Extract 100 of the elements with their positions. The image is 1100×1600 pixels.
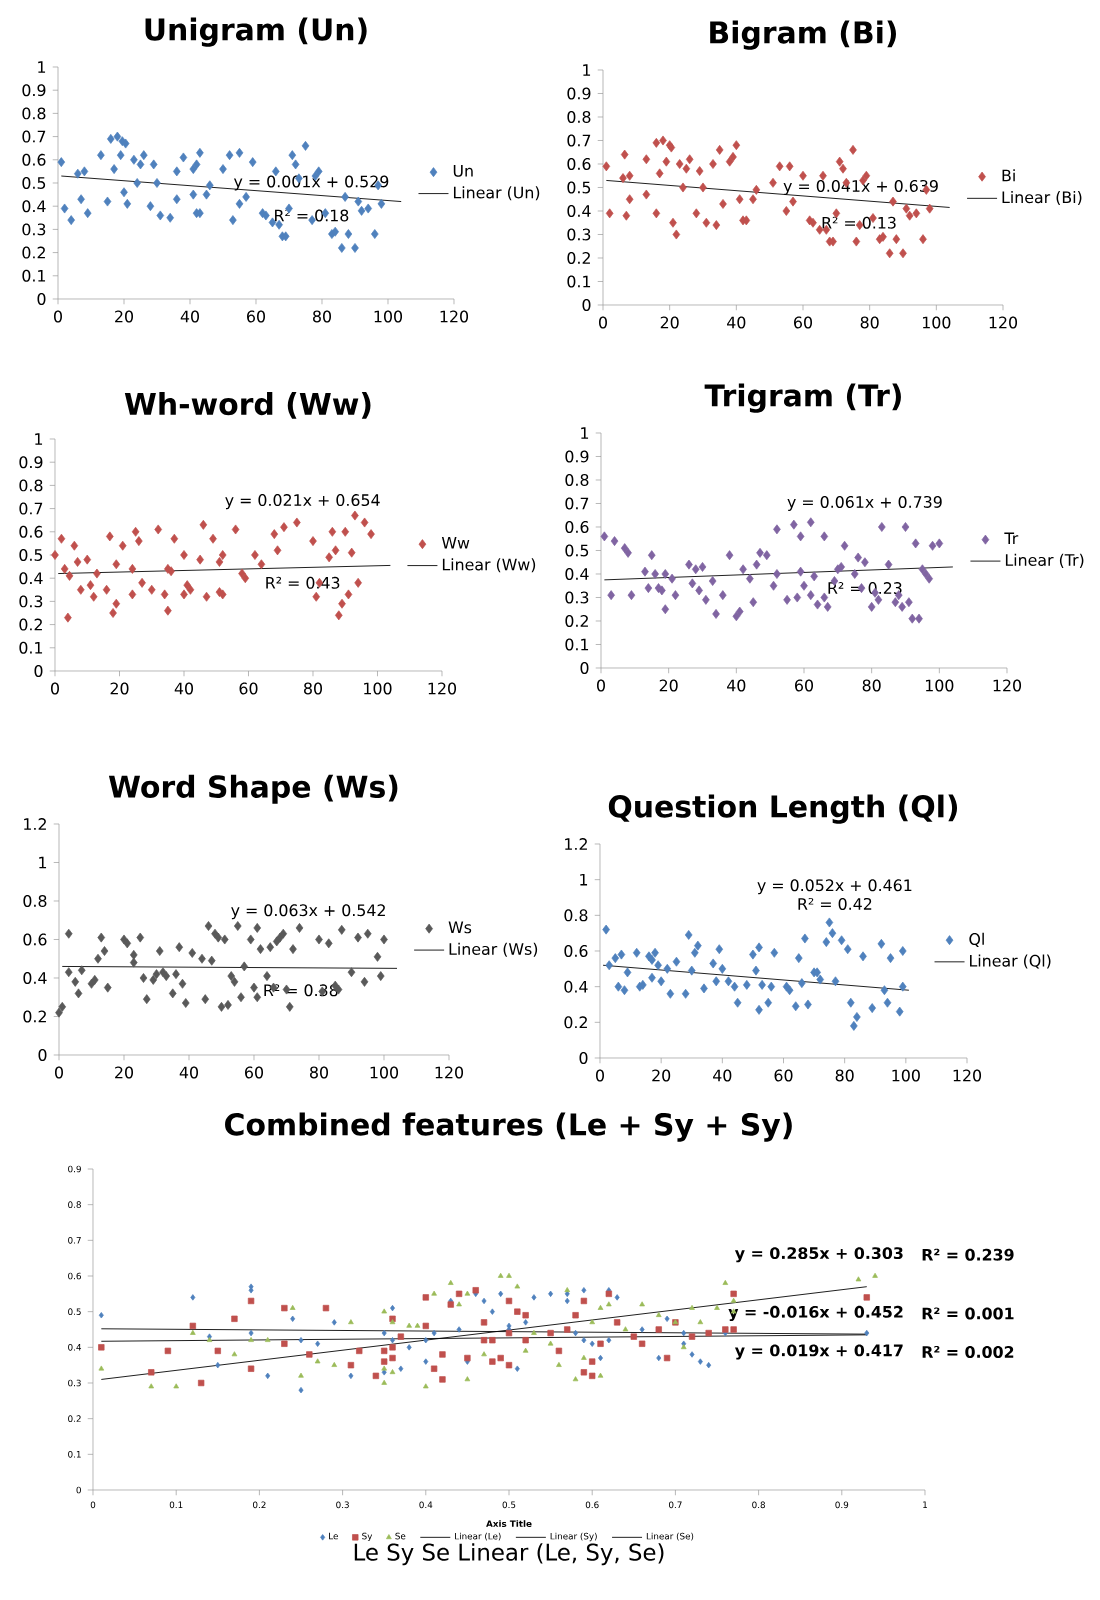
y-tick-label: 0.1 (567, 275, 591, 288)
legend-label: Linear (Ws) (449, 942, 538, 957)
x-tick-label: 0.1 (169, 1501, 183, 1509)
x-tick-label: 1 (923, 1501, 927, 1508)
x-tick-label: 40 (179, 1066, 199, 1079)
y-tick-label: 0.5 (22, 177, 46, 189)
y-tick-label: 0.2 (19, 618, 42, 631)
chart-title: Trigram (Tr) (704, 383, 901, 413)
y-tick-label: 0.2 (567, 252, 590, 264)
y-tick-label: 0.4 (565, 568, 589, 580)
legend-label: Sy (362, 1532, 373, 1542)
x-tick-label: 60 (794, 316, 813, 329)
y-tick-label: 1 (583, 64, 591, 76)
x-tick-label: 20 (652, 1069, 671, 1082)
legend-label: Ql (969, 932, 984, 947)
y-tick-label: 0.3 (19, 595, 43, 608)
x-tick-label: 40 (174, 682, 194, 695)
y-tick-label: 0.2 (565, 615, 588, 627)
legend-label: Linear (Le) (455, 1532, 501, 1541)
y-tick-label: 0.2 (68, 1415, 81, 1422)
x-tick-label: 0 (55, 1066, 63, 1079)
y-tick-label: 1 (580, 873, 588, 886)
chart-title: Wh-word (Ww) (124, 392, 371, 419)
x-tick-label: 100 (374, 310, 403, 323)
y-tick-label: 0.8 (19, 479, 43, 492)
x-tick-label: 0 (596, 1069, 604, 1082)
chart-title: Question Length (Ql) (608, 794, 958, 824)
y-tick-label: 1 (38, 61, 46, 73)
y-tick-label: 0.6 (23, 933, 47, 946)
x-tick-label: 120 (440, 310, 469, 323)
legend-label: Linear (Tr) (1005, 553, 1084, 568)
x-tick-label: 60 (239, 682, 258, 695)
legend-label: Un (453, 165, 473, 177)
x-tick-label: 60 (247, 310, 266, 323)
legend-label: Tr (1004, 532, 1019, 545)
x-tick-label: 40 (727, 316, 746, 329)
chart-title: Word Shape (Ws) (108, 774, 398, 804)
annotation: y = 0.021x + 0.654 (225, 494, 380, 510)
text: Le Sy Se Linear (Le, Sy, Se) (354, 1543, 664, 1566)
annotation: R² = 0.001 (922, 1307, 1014, 1320)
y-tick-label: 1.2 (24, 818, 46, 830)
y-tick-label: 0.9 (22, 84, 46, 97)
y-tick-label: 0.1 (22, 269, 46, 282)
x-tick-label: 60 (245, 1066, 264, 1079)
annotation: y = 0.285x + 0.303 (734, 1247, 903, 1263)
x-tick-label: 0 (54, 310, 62, 323)
y-tick-label: 0 (76, 1486, 81, 1494)
legend-label: Linear (Ql) (970, 954, 1051, 969)
y-tick-label: 0.4 (564, 980, 588, 993)
x-tick-label: 0.3 (336, 1501, 349, 1509)
y-tick-label: 0.2 (23, 1010, 46, 1023)
y-tick-label: 0 (582, 299, 591, 311)
y-tick-label: 0.4 (68, 1344, 82, 1351)
y-tick-label: 0.5 (567, 181, 591, 194)
x-tick-label: 100 (892, 1069, 920, 1082)
y-tick-label: 0.9 (565, 450, 589, 463)
chart-title: Combined features (Le + Sy + Sy) (225, 1112, 792, 1142)
y-tick-label: 0.6 (564, 945, 588, 957)
y-tick-label: 0 (37, 293, 46, 305)
annotation: R² = 0.13 (822, 216, 896, 229)
y-tick-label: 0.6 (22, 153, 46, 166)
y-tick-label: 0 (580, 662, 589, 674)
annotation: y = -0.016x + 0.452 (728, 1305, 903, 1322)
y-tick-label: 0.9 (19, 456, 43, 469)
annotation: R² = 0.002 (922, 1345, 1014, 1358)
y-tick-label: 0 (579, 1052, 588, 1064)
x-tick-label: 80 (862, 679, 881, 692)
y-tick-label: 0.6 (68, 1272, 81, 1280)
x-tick-label: 20 (659, 679, 678, 692)
legend-label: Linear (Ww) (442, 558, 536, 573)
x-tick-label: 60 (774, 1069, 793, 1082)
legend-label: Linear (Se) (646, 1532, 694, 1541)
y-tick-label: 1.2 (565, 838, 587, 850)
y-tick-label: 0.2 (22, 246, 45, 259)
x-tick-label: 0 (90, 1501, 96, 1509)
x-tick-label: 120 (989, 316, 1018, 329)
y-tick-label: 0.1 (19, 641, 43, 654)
x-tick-label: 0 (51, 682, 59, 695)
legend-label: Linear (Un) (453, 186, 540, 201)
chart-title: Unigram (Un) (145, 17, 367, 47)
y-tick-label: 0.7 (567, 134, 591, 147)
x-tick-label: 100 (364, 682, 392, 695)
y-tick-label: 0.7 (22, 130, 46, 143)
x-tick-label: 0 (597, 679, 605, 692)
x-tick-label: 120 (993, 679, 1022, 692)
x-tick-label: 0.9 (835, 1501, 849, 1509)
annotation: R² = 0.18 (275, 209, 349, 222)
x-tick-label: 80 (835, 1069, 854, 1082)
y-tick-label: 0.8 (564, 909, 588, 922)
y-tick-label: 0.5 (68, 1308, 81, 1315)
x-tick-label: 0.7 (668, 1501, 682, 1509)
y-tick-label: 0.3 (22, 223, 46, 236)
x-tick-label: 120 (435, 1066, 464, 1079)
x-tick-label: 0.8 (752, 1501, 765, 1509)
y-tick-label: 0.1 (68, 1450, 81, 1458)
y-tick-label: 0.8 (565, 474, 589, 486)
x-tick-label: 100 (370, 1066, 399, 1079)
legend-label: Ws (448, 921, 472, 934)
x-tick-label: 20 (115, 310, 134, 323)
y-tick-label: 1 (39, 856, 47, 869)
